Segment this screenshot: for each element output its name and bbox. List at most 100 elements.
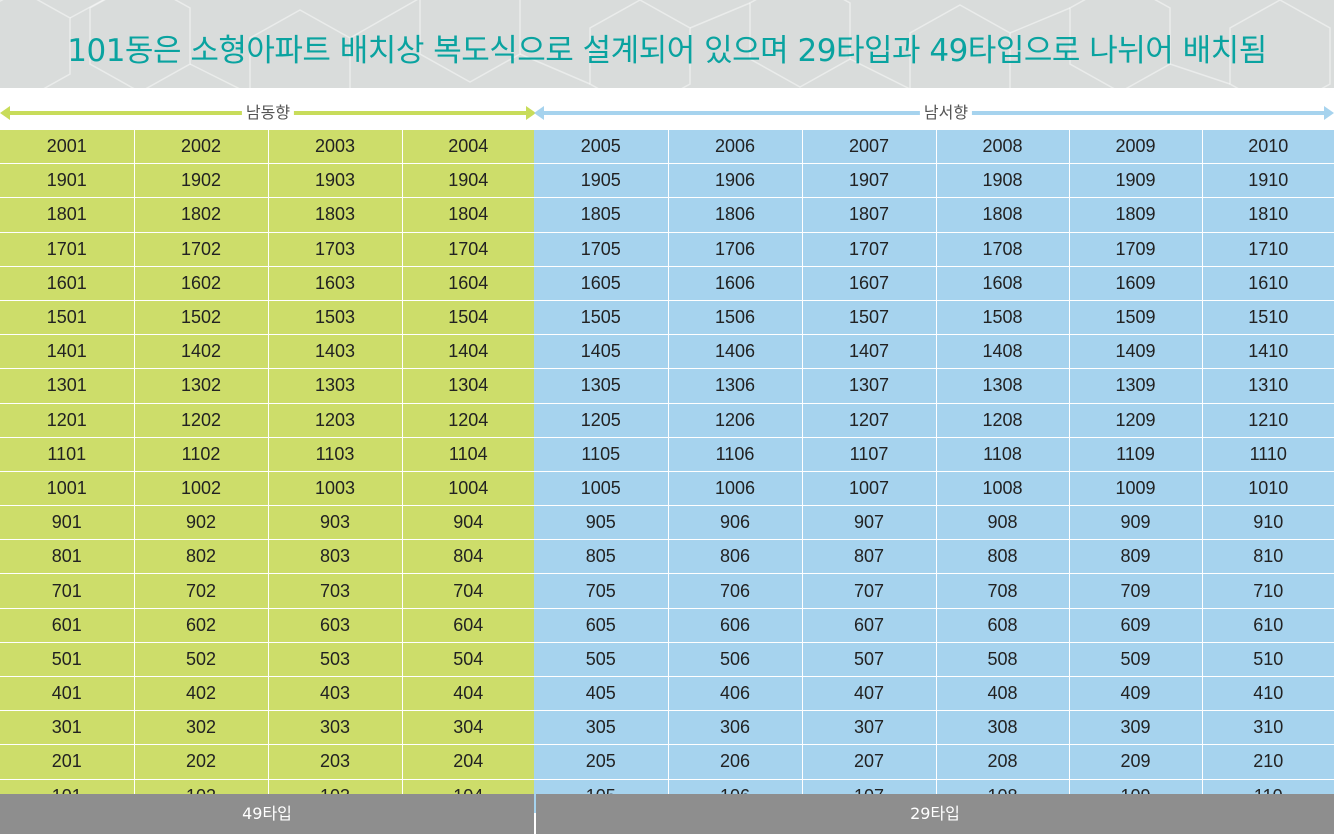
unit-cell: 1309	[1069, 368, 1203, 404]
floor-row: 801 802 803 804	[0, 539, 534, 575]
floor-row: 1305 1306 1307 1308 1309 1310	[534, 368, 1334, 404]
unit-cell: 1608	[936, 266, 1070, 301]
floor-row: 1605 1606 1607 1608 1609 1610	[534, 266, 1334, 301]
unit-cell: 1803	[268, 197, 403, 233]
unit-cell: 1509	[1069, 300, 1203, 336]
unit-cell: 1109	[1069, 437, 1203, 472]
floor-row: 701 702 703 704	[0, 573, 534, 609]
unit-cell: 1403	[268, 334, 403, 370]
unit-cell: 906	[668, 505, 803, 541]
floor-row: 1905 1906 1907 1908 1909 1910	[534, 163, 1334, 199]
unit-cell: 1502	[134, 300, 269, 336]
southeast-unit-table: 2001 2002 2003 2004 1901 1902 1903 1904 1801 1802…	[0, 130, 534, 814]
unit-cell: 902	[134, 505, 269, 541]
unit-cell: 1501	[0, 300, 135, 336]
unit-cell: 1905	[534, 163, 669, 199]
floor-row: 601 602 603 604	[0, 608, 534, 643]
unit-cell: 2006	[668, 130, 803, 165]
unit-cell: 1108	[936, 437, 1070, 472]
unit-cell: 1002	[134, 471, 269, 507]
unit-cell: 707	[802, 573, 937, 609]
unit-cell: 909	[1069, 505, 1203, 541]
unit-cell: 201	[0, 744, 135, 780]
unit-cell: 703	[268, 573, 403, 609]
floor-row: 1405 1406 1407 1408 1409 1410	[534, 334, 1334, 370]
floor-row: 201 202 203 204	[0, 744, 534, 780]
unit-cell: 503	[268, 642, 403, 678]
unit-cell: 1009	[1069, 471, 1203, 507]
unit-cell: 1008	[936, 471, 1070, 507]
unit-cell: 1410	[1202, 334, 1334, 370]
unit-cell: 1804	[402, 197, 534, 233]
unit-cell: 1910	[1202, 163, 1334, 199]
unit-cell: 1605	[534, 266, 669, 301]
southwest-unit-table: 2005 2006 2007 2008 2009 2010 1905 1906 1907 1908…	[534, 130, 1334, 814]
floor-row: 1501 1502 1503 1504	[0, 300, 534, 336]
unit-cell: 1708	[936, 232, 1070, 267]
unit-cell: 2001	[0, 130, 135, 165]
unit-cell: 1202	[134, 403, 269, 438]
unit-cell: 1409	[1069, 334, 1203, 370]
floor-row: 1601 1602 1603 1604	[0, 266, 534, 301]
unit-cell: 1408	[936, 334, 1070, 370]
unit-cell: 603	[268, 608, 403, 643]
unit-cell: 2007	[802, 130, 937, 165]
unit-cell: 1904	[402, 163, 534, 199]
floor-row: 905 906 907 908 909 910	[534, 505, 1334, 541]
unit-cell: 1405	[534, 334, 669, 370]
unit-cell: 1906	[668, 163, 803, 199]
unit-cell: 308	[936, 710, 1070, 746]
unit-cell: 807	[802, 539, 937, 575]
unit-cell: 303	[268, 710, 403, 746]
floor-row: 1101 1102 1103 1104	[0, 437, 534, 472]
unit-cell: 406	[668, 676, 803, 712]
unit-cell: 1308	[936, 368, 1070, 404]
floor-row: 1805 1806 1807 1808 1809 1810	[534, 197, 1334, 233]
unit-cell: 306	[668, 710, 803, 746]
floor-row: 1801 1802 1803 1804	[0, 197, 534, 233]
unit-cell: 509	[1069, 642, 1203, 678]
unit-cell: 504	[402, 642, 534, 678]
unit-cell: 1603	[268, 266, 403, 301]
unit-cell: 1610	[1202, 266, 1334, 301]
unit-cell: 1304	[402, 368, 534, 404]
unit-cell: 210	[1202, 744, 1334, 780]
unit-cell: 704	[402, 573, 534, 609]
unit-cell: 408	[936, 676, 1070, 712]
unit-cell: 1810	[1202, 197, 1334, 233]
unit-cell: 301	[0, 710, 135, 746]
floor-row: 1701 1702 1703 1704	[0, 232, 534, 267]
unit-cell: 1103	[268, 437, 403, 472]
unit-cell: 508	[936, 642, 1070, 678]
unit-cell: 1901	[0, 163, 135, 199]
unit-cell: 310	[1202, 710, 1334, 746]
unit-cell: 1508	[936, 300, 1070, 336]
unit-cell: 505	[534, 642, 669, 678]
unit-cell: 510	[1202, 642, 1334, 678]
southeast-label: 남동향	[241, 98, 295, 128]
unit-cell: 905	[534, 505, 669, 541]
unit-cell: 1710	[1202, 232, 1334, 267]
floor-row: 401 402 403 404	[0, 676, 534, 712]
unit-cell: 405	[534, 676, 669, 712]
unit-cell: 1701	[0, 232, 135, 267]
unit-cell: 1908	[936, 163, 1070, 199]
unit-cell: 2003	[268, 130, 403, 165]
unit-cell: 710	[1202, 573, 1334, 609]
floor-row: 1001 1002 1003 1004	[0, 471, 534, 507]
unit-cell: 1706	[668, 232, 803, 267]
unit-cell: 2004	[402, 130, 534, 165]
unit-cell: 1507	[802, 300, 937, 336]
unit-cell: 1506	[668, 300, 803, 336]
unit-cell: 307	[802, 710, 937, 746]
title-banner: 101동은 소형아파트 배치상 복도식으로 설계되어 있으며 29타입과 49타…	[0, 0, 1334, 88]
unit-cell: 1609	[1069, 266, 1203, 301]
floor-row: 1401 1402 1403 1404	[0, 334, 534, 370]
unit-cell: 1201	[0, 403, 135, 438]
unit-cell: 1305	[534, 368, 669, 404]
unit-cell: 1110	[1202, 437, 1334, 472]
unit-cell: 309	[1069, 710, 1203, 746]
floor-row: 1505 1506 1507 1508 1509 1510	[534, 300, 1334, 336]
unit-cell: 2009	[1069, 130, 1203, 165]
unit-cell: 502	[134, 642, 269, 678]
